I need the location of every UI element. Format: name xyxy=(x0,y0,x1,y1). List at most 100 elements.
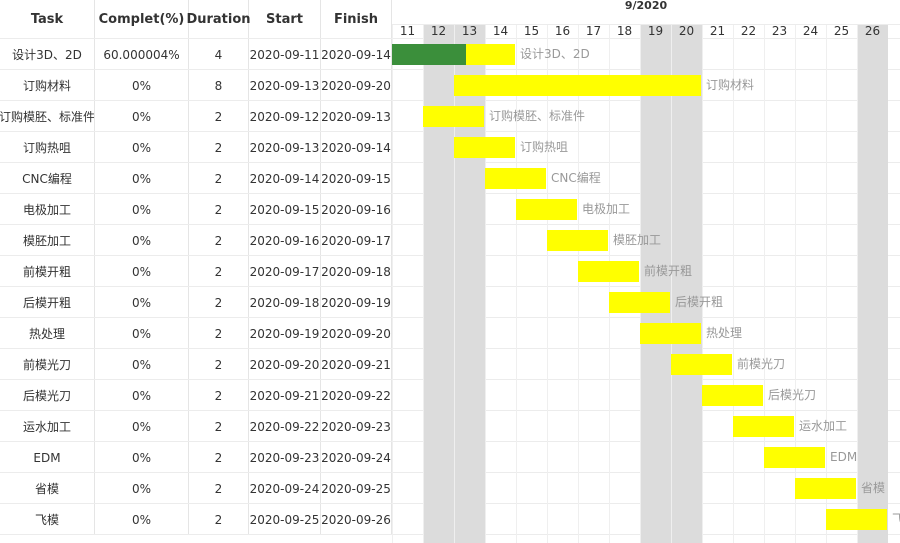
day-header: 14 xyxy=(492,24,509,38)
task-bar[interactable] xyxy=(640,323,701,344)
task-bar[interactable] xyxy=(578,261,639,282)
day-gridline xyxy=(454,24,455,543)
task-bar-label: 前模开粗 xyxy=(644,264,693,278)
month-label: 9/2020 xyxy=(624,0,668,12)
task-bar[interactable] xyxy=(516,199,577,220)
day-header: 12 xyxy=(430,24,447,38)
day-header: 22 xyxy=(740,24,757,38)
finish-date-cell: 2020-09-13 xyxy=(321,101,392,132)
finish-date-cell: 2020-09-16 xyxy=(321,194,392,225)
task-bar[interactable] xyxy=(392,44,515,65)
complete-cell: 0% xyxy=(95,380,189,411)
task-bar-label: 热处理 xyxy=(706,326,743,340)
weekend-column xyxy=(857,24,888,543)
task-name-cell[interactable]: EDM xyxy=(0,442,95,473)
task-name-cell[interactable]: 订购模胚、标准件 xyxy=(0,101,95,132)
task-name-cell[interactable]: 后模光刀 xyxy=(0,380,95,411)
column-header-task[interactable]: Task xyxy=(0,0,95,39)
task-bar[interactable] xyxy=(454,75,701,96)
task-name-cell[interactable]: 省模 xyxy=(0,473,95,504)
task-name-cell[interactable]: 热处理 xyxy=(0,318,95,349)
task-bar-label: 模胚加工 xyxy=(613,233,662,247)
duration-cell: 2 xyxy=(189,101,249,132)
day-gridline xyxy=(826,24,827,543)
day-gridline xyxy=(795,24,796,543)
day-gridline xyxy=(516,24,517,543)
task-name-cell[interactable]: 订购材料 xyxy=(0,70,95,101)
task-bar[interactable] xyxy=(764,447,825,468)
day-header: 25 xyxy=(833,24,850,38)
complete-cell: 0% xyxy=(95,225,189,256)
duration-cell: 2 xyxy=(189,349,249,380)
finish-date-cell: 2020-09-26 xyxy=(321,504,392,535)
day-header: 24 xyxy=(802,24,819,38)
task-bar[interactable] xyxy=(826,509,887,530)
task-bar-label: 后模开粗 xyxy=(675,295,724,309)
day-header: 19 xyxy=(647,24,664,38)
column-header-duration[interactable]: Duration xyxy=(186,0,251,39)
start-date-cell: 2020-09-21 xyxy=(249,380,321,411)
weekend-column xyxy=(640,24,671,543)
duration-cell: 8 xyxy=(189,70,249,101)
task-bar-label: 设计3D、2D xyxy=(520,47,590,61)
task-bar[interactable] xyxy=(702,385,763,406)
task-bar[interactable] xyxy=(547,230,608,251)
day-header: 20 xyxy=(678,24,695,38)
task-bar[interactable] xyxy=(454,137,515,158)
complete-cell: 0% xyxy=(95,256,189,287)
task-name-cell[interactable]: 订购热咀 xyxy=(0,132,95,163)
day-gridline xyxy=(640,24,641,543)
duration-cell: 2 xyxy=(189,380,249,411)
finish-date-cell: 2020-09-22 xyxy=(321,380,392,411)
finish-date-cell: 2020-09-15 xyxy=(321,163,392,194)
complete-cell: 0% xyxy=(95,101,189,132)
task-bar-label: 订购热咀 xyxy=(520,140,569,154)
column-header-finish[interactable]: Finish xyxy=(321,0,392,39)
column-header-complete[interactable]: Complet(%) xyxy=(95,0,189,39)
complete-cell: 0% xyxy=(95,194,189,225)
task-name-cell[interactable]: 运水加工 xyxy=(0,411,95,442)
finish-date-cell: 2020-09-23 xyxy=(321,411,392,442)
column-header-start[interactable]: Start xyxy=(249,0,321,39)
start-date-cell: 2020-09-13 xyxy=(249,132,321,163)
task-bar-label: EDM xyxy=(830,450,858,464)
task-bar[interactable] xyxy=(423,106,484,127)
task-name-cell[interactable]: 电极加工 xyxy=(0,194,95,225)
task-bar[interactable] xyxy=(485,168,546,189)
task-name-cell[interactable]: 模胚加工 xyxy=(0,225,95,256)
duration-cell: 2 xyxy=(189,442,249,473)
task-bar[interactable] xyxy=(609,292,670,313)
complete-cell: 0% xyxy=(95,70,189,101)
task-bar-label: 订购材料 xyxy=(706,78,755,92)
task-name-cell[interactable]: 设计3D、2D xyxy=(0,39,95,70)
complete-cell: 0% xyxy=(95,504,189,535)
day-header: 16 xyxy=(554,24,571,38)
start-date-cell: 2020-09-12 xyxy=(249,101,321,132)
task-bar-label: 省模 xyxy=(861,481,886,495)
day-gridline xyxy=(764,24,765,543)
complete-cell: 0% xyxy=(95,349,189,380)
task-bar[interactable] xyxy=(795,478,856,499)
finish-date-cell: 2020-09-21 xyxy=(321,349,392,380)
task-name-cell[interactable]: 前模开粗 xyxy=(0,256,95,287)
day-gridline xyxy=(392,24,393,543)
task-bar[interactable] xyxy=(733,416,794,437)
duration-cell: 4 xyxy=(189,39,249,70)
start-date-cell: 2020-09-15 xyxy=(249,194,321,225)
day-header: 13 xyxy=(461,24,478,38)
task-name-cell[interactable]: 后模开粗 xyxy=(0,287,95,318)
start-date-cell: 2020-09-25 xyxy=(249,504,321,535)
task-name-cell[interactable]: 飞模 xyxy=(0,504,95,535)
task-name-cell[interactable]: 前模光刀 xyxy=(0,349,95,380)
complete-cell: 0% xyxy=(95,411,189,442)
task-bar[interactable] xyxy=(671,354,732,375)
duration-cell: 2 xyxy=(189,163,249,194)
start-date-cell: 2020-09-22 xyxy=(249,411,321,442)
finish-date-cell: 2020-09-20 xyxy=(321,70,392,101)
day-gridline xyxy=(485,24,486,543)
finish-date-cell: 2020-09-20 xyxy=(321,318,392,349)
task-name-cell[interactable]: CNC编程 xyxy=(0,163,95,194)
start-date-cell: 2020-09-11 xyxy=(249,39,321,70)
weekend-column xyxy=(454,24,485,543)
complete-cell: 0% xyxy=(95,163,189,194)
